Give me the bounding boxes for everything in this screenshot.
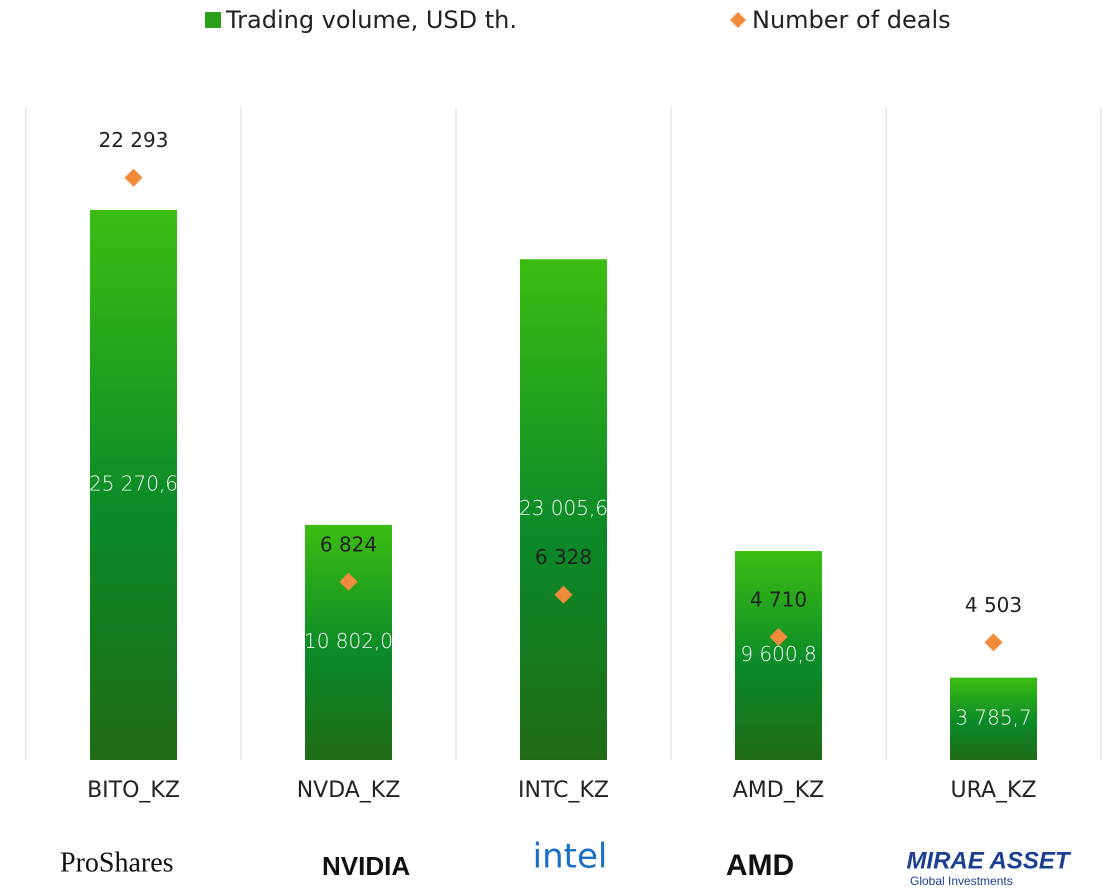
bar [735, 551, 822, 760]
diamond-marker [124, 168, 143, 187]
bar-value-label: 3 785,7 [955, 705, 1031, 729]
x-tick-label: URA_KZ [950, 778, 1036, 803]
legend-swatch [205, 12, 221, 28]
bar-value-label: 9 600,8 [740, 642, 816, 666]
deal-value-label: 6 824 [320, 532, 377, 556]
x-tick-label: NVDA_KZ [297, 778, 401, 803]
diamond-marker [984, 633, 1003, 652]
logo: MIRAE ASSET [906, 847, 1071, 874]
diamond-marker [339, 572, 358, 591]
x-tick-label: INTC_KZ [518, 778, 609, 803]
bar [305, 524, 392, 760]
deal-value-label: 6 328 [535, 545, 592, 569]
bar-value-label: 23 005,6 [519, 496, 608, 520]
deal-value-label: 4 710 [750, 587, 807, 611]
logo: AMD [726, 849, 794, 882]
bar [950, 677, 1037, 760]
legend-swatch [730, 12, 746, 28]
bar [520, 259, 607, 760]
diamond-marker [554, 585, 573, 604]
legend-label: Number of deals [752, 6, 951, 34]
legend-label: Trading volume, USD th. [225, 6, 517, 34]
logo: NVIDIA [322, 851, 410, 881]
logo: Global Investments [910, 874, 1013, 888]
x-tick-label: BITO_KZ [87, 778, 180, 803]
bar [90, 209, 177, 761]
logo: intel [533, 837, 608, 877]
bar-value-label: 25 270,6 [89, 471, 178, 495]
diamond-marker [769, 627, 788, 646]
deal-value-label: 22 293 [99, 128, 169, 152]
logos: ProShares NVIDIA intel AMD MIRAE ASSET G… [60, 837, 1072, 889]
deal-value-label: 4 503 [965, 593, 1022, 617]
x-tick-label: AMD_KZ [733, 778, 824, 803]
logo: ProShares [60, 847, 174, 878]
bar-value-label: 10 802,0 [304, 629, 393, 653]
